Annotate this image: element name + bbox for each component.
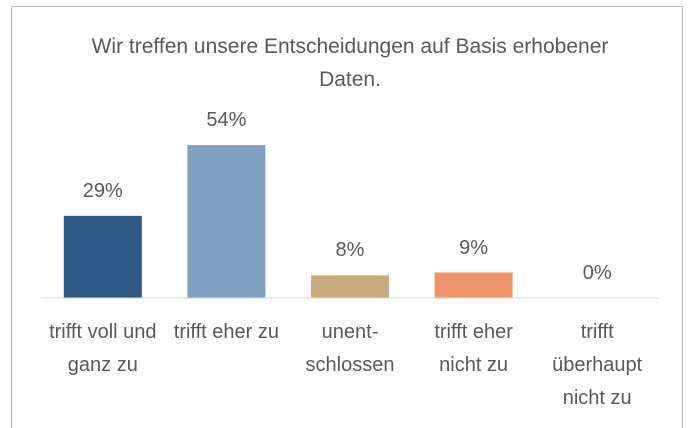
x-tick-label: trifft eher nicht zu bbox=[434, 321, 513, 376]
x-tick-label: trifft voll und ganz zu bbox=[49, 321, 157, 376]
value-label: 54% bbox=[206, 109, 247, 131]
value-label: 9% bbox=[459, 236, 489, 259]
x-tick-label: unent-schlossen bbox=[305, 321, 395, 376]
value-label: 29% bbox=[82, 179, 123, 202]
chart-title: Wir treffen unsere Entscheidungen auf Ba… bbox=[91, 35, 609, 91]
value-label: 8% bbox=[335, 239, 365, 262]
bar bbox=[434, 272, 513, 298]
bar bbox=[63, 215, 142, 298]
x-tick-label: trifft überhaupt nicht zu bbox=[552, 321, 643, 409]
bar bbox=[187, 145, 266, 298]
x-tick-label: trifft eher zu bbox=[173, 321, 279, 343]
bar bbox=[311, 275, 389, 298]
chart-frame bbox=[11, 6, 683, 428]
value-label: 0% bbox=[582, 262, 612, 284]
